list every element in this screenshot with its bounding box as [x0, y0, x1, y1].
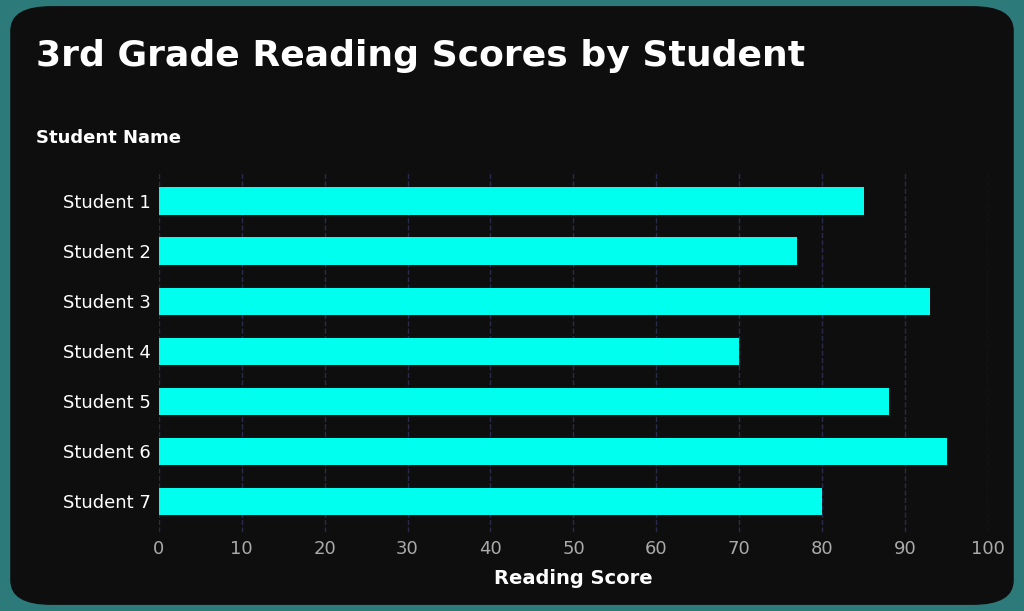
Bar [159, 288, 930, 315]
Bar [159, 437, 946, 465]
Bar [159, 337, 739, 365]
Bar [159, 387, 889, 415]
X-axis label: Reading Score: Reading Score [495, 569, 652, 588]
Bar [159, 488, 822, 515]
Bar [159, 188, 864, 215]
Bar [159, 238, 798, 265]
Text: Student Name: Student Name [36, 129, 181, 147]
Text: 3rd Grade Reading Scores by Student: 3rd Grade Reading Scores by Student [36, 39, 805, 73]
